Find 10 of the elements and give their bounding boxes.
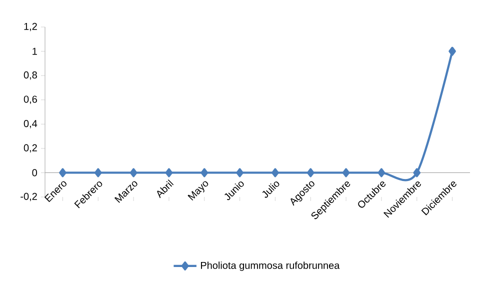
x-tick-label: Julio <box>262 181 280 198</box>
y-tick-label: 0,4 <box>24 120 38 128</box>
y-tick-label: 1 <box>32 48 37 55</box>
legend-label: Pholiota gummosa rufobrunnea <box>201 262 340 271</box>
y-tick-label: 0,8 <box>24 71 37 80</box>
y-tick-label: -0,2 <box>20 192 37 202</box>
y-tick-label: 1,2 <box>24 22 37 32</box>
y-tick-label: 0,6 <box>24 96 37 104</box>
y-tick-label: 0,2 <box>24 144 37 153</box>
y-tick-label: 0 <box>32 169 38 176</box>
